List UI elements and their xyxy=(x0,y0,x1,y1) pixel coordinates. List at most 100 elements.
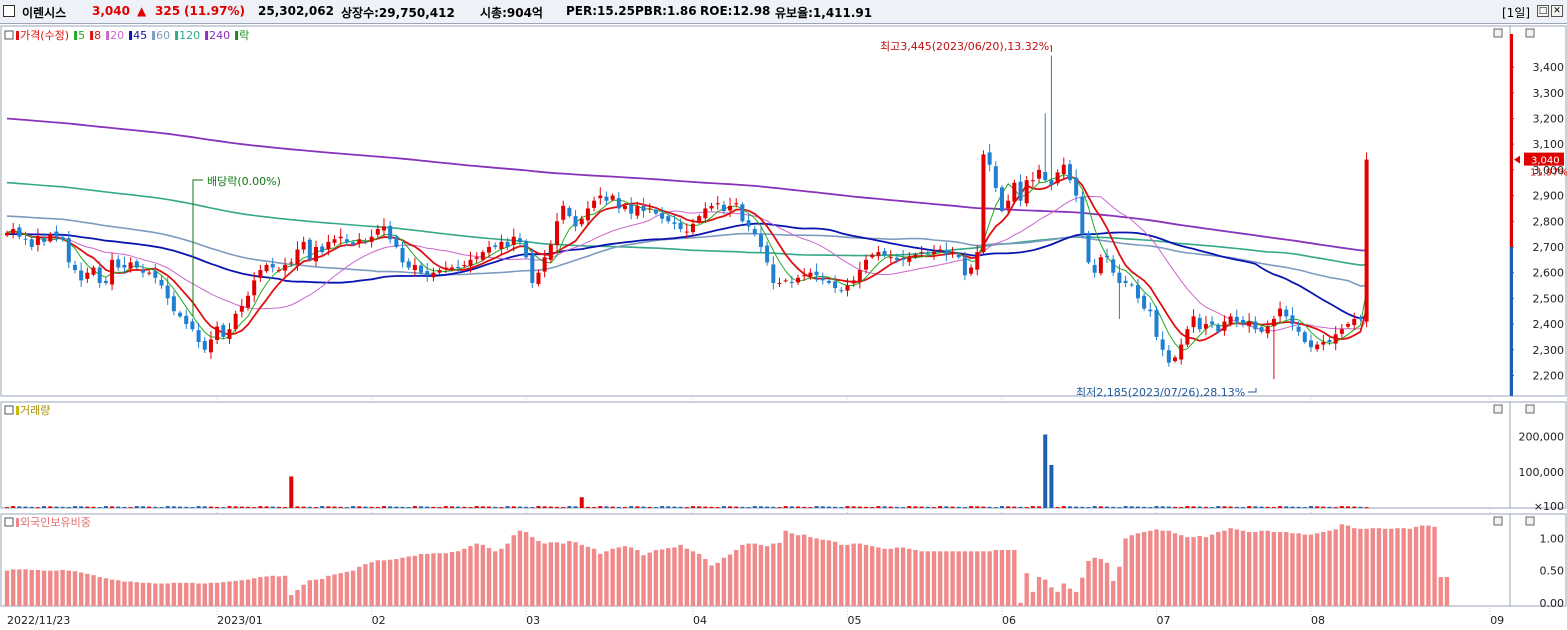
foreign-ownership-bar xyxy=(1290,533,1295,606)
select-checkbox[interactable] xyxy=(3,5,15,17)
foreign-ownership-bar xyxy=(1420,525,1425,606)
candle-body xyxy=(517,238,522,242)
volume-bar xyxy=(480,506,485,508)
foreign-ownership-bar xyxy=(1104,562,1110,606)
foreign-ownership-bar xyxy=(993,550,998,606)
foreign-ownership-bar xyxy=(937,551,943,606)
candle-body xyxy=(666,216,671,222)
close-icon[interactable]: ✕ xyxy=(1551,5,1563,17)
foreign-ownership-bar xyxy=(635,550,640,606)
legend-item: 8 xyxy=(94,29,101,42)
foreign-ownership-bar xyxy=(585,546,591,606)
foreign-ownership-bar xyxy=(252,578,257,606)
volume-bar xyxy=(783,506,788,508)
candle-body xyxy=(548,244,553,260)
volume-bar xyxy=(363,506,368,508)
period-selector[interactable]: [1일] xyxy=(1502,6,1531,20)
candle-body xyxy=(684,231,689,233)
price-tick-label: 3,200 xyxy=(1533,113,1565,126)
legend-item: 60 xyxy=(156,29,170,42)
axes: 2,200 2,300 2,400 2,500 2,600 2,700 2,800 2,900… xyxy=(7,61,1564,627)
candle-body xyxy=(165,285,170,299)
candle-body xyxy=(950,252,955,254)
volume-bar xyxy=(252,507,257,509)
foreign-ownership-bar xyxy=(245,579,251,606)
candle-body xyxy=(215,326,220,340)
legend-toggle xyxy=(4,405,14,415)
candle-body xyxy=(536,272,541,284)
candle-body xyxy=(1018,181,1023,201)
foreign-ownership-bar xyxy=(85,573,90,606)
volume-bar xyxy=(1216,506,1221,508)
candle-body xyxy=(1241,319,1245,325)
volume-bar xyxy=(517,506,522,508)
volume-bar xyxy=(1284,506,1289,508)
candle-body xyxy=(190,321,195,330)
volume-bar xyxy=(258,506,263,508)
foreign-ownership-bar xyxy=(499,548,504,606)
foreign-ownership-bar xyxy=(542,543,547,606)
price-tick-label: 3,300 xyxy=(1533,87,1565,100)
candle-body xyxy=(1216,325,1221,332)
volume-bar xyxy=(728,506,733,508)
volume-bar xyxy=(1210,507,1215,509)
foreign-ownership-bar xyxy=(1240,530,1246,606)
foreign-ownership-bar xyxy=(1352,528,1357,606)
foreign-ownership-bar xyxy=(709,565,714,606)
current-price-tag: 3,040 xyxy=(1531,156,1560,167)
volume-bar xyxy=(944,506,949,508)
candle-body xyxy=(740,204,745,222)
volume-bar xyxy=(870,507,875,509)
candle-body xyxy=(1173,357,1178,362)
volume-bar xyxy=(134,506,139,508)
candle-body xyxy=(1024,180,1029,204)
foreign-ownership-bar xyxy=(1172,533,1178,606)
candle-body xyxy=(783,280,788,282)
candle-body xyxy=(66,238,71,263)
foreign-ownership-bar xyxy=(1216,532,1221,606)
foreign-ownership-bar xyxy=(338,573,343,606)
foreign-ownership-bars xyxy=(4,524,1450,606)
foreign-tick-label: 1.00 xyxy=(1540,532,1565,545)
volume-bar xyxy=(283,507,288,509)
candle-body xyxy=(91,267,96,275)
candle-body xyxy=(981,154,986,253)
legend-swatch xyxy=(106,31,110,40)
volume-bar xyxy=(1265,506,1270,508)
volume-bar xyxy=(1247,506,1252,508)
candle-body xyxy=(802,275,807,277)
candle-body xyxy=(913,254,918,258)
candle-body xyxy=(357,239,362,243)
volume-bar xyxy=(888,506,893,508)
candle-body xyxy=(938,249,943,251)
foreign-ownership-bar xyxy=(1098,559,1104,606)
candle-body xyxy=(332,239,337,243)
foreign-ownership-bar xyxy=(66,570,71,606)
foreign-ownership-bar xyxy=(319,578,325,606)
volume-bar xyxy=(85,506,90,508)
volume-bar xyxy=(264,506,269,508)
maximize-icon[interactable]: □ xyxy=(1537,5,1549,17)
foreign-ownership-bar xyxy=(1018,602,1023,606)
foreign-ownership-bar xyxy=(1259,530,1264,606)
foreign-ownership-bar xyxy=(276,576,282,606)
volume-bar xyxy=(320,506,325,508)
foreign-ownership-bar xyxy=(944,551,949,606)
volume-bar xyxy=(1154,506,1159,508)
candle-body xyxy=(79,270,84,281)
candle-body xyxy=(1092,264,1097,273)
foreign-ownership-bar xyxy=(771,543,776,606)
volume-tick-label: ×100 xyxy=(1534,500,1564,513)
volume-bar xyxy=(1315,506,1320,508)
foreign-ownership-bar xyxy=(1284,532,1289,606)
foreign-ownership-bar xyxy=(184,582,189,606)
candle-body xyxy=(400,248,405,263)
legend-item: 45 xyxy=(133,29,147,42)
foreign-ownership-bar xyxy=(1005,550,1011,606)
panel-close-icon xyxy=(1525,28,1535,38)
candle-body xyxy=(1203,324,1208,329)
price-change-pct: (11.97%) xyxy=(184,4,245,18)
candle-body xyxy=(820,277,825,281)
foreign-ownership-bar xyxy=(326,575,331,606)
foreign-ownership-bar xyxy=(962,551,968,606)
